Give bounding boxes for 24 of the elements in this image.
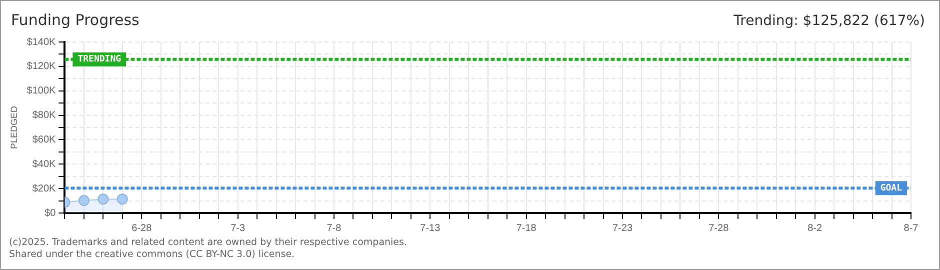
x-tick-label: 8-2	[808, 222, 822, 234]
text: Shared under the creative commons (CC BY-NC 3.0) license.	[9, 249, 296, 261]
chart-title: Funding Progress	[11, 11, 140, 29]
y-tick-label: $140K	[26, 36, 56, 48]
y-tick-label: $120K	[26, 61, 56, 72]
x-tick-label: 7-28	[708, 222, 730, 234]
x-tick-label: 7-8	[326, 222, 342, 234]
ref-line-label: GOAL	[880, 183, 903, 194]
text: (c)2025. Trademarks and related content are owned by their respective companies.	[9, 237, 408, 249]
y-tick-label: $20K	[32, 183, 56, 194]
x-tick-label: 7-3	[230, 222, 246, 234]
x-tick-label: 7-13	[420, 222, 441, 234]
y-axis-title: PLEDGED	[8, 105, 19, 150]
x-tick-label: 7-23	[612, 222, 633, 234]
y-tick-label: $0	[44, 208, 56, 219]
x-tick-label: 7-18	[516, 222, 537, 234]
y-tick-label: $60K	[32, 134, 56, 146]
x-tick-label: 6-28	[132, 222, 152, 234]
y-tick-label: $80K	[32, 110, 56, 122]
chart-subtitle: Trending: $125,822 (617%)	[734, 13, 925, 29]
y-tick-label: $100K	[26, 86, 56, 97]
y-tick-label: $40K	[32, 158, 56, 170]
x-tick-label: 8-7	[904, 222, 919, 234]
ref-line-label: TRENDING	[78, 54, 122, 65]
